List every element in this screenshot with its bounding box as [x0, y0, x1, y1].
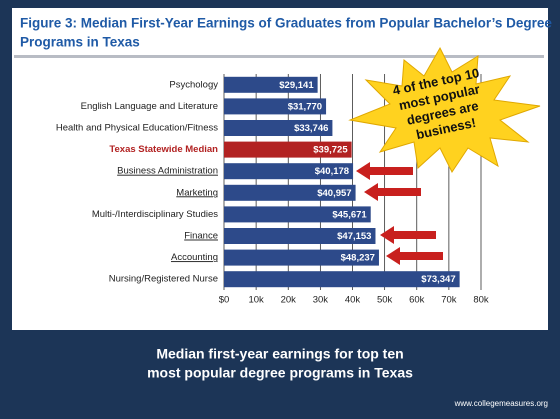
chart-title: Programs in Texas: [20, 35, 140, 50]
plot: $0 10k 20k 30k 40k 50k 60k 70k 80k Psychology $29,…: [56, 74, 489, 306]
category-label: Finance: [184, 231, 218, 242]
starburst: [348, 46, 541, 173]
bar: [224, 163, 354, 180]
caption: most popular degree programs in Texas: [147, 365, 413, 381]
category-label: Health and Physical Education/Fitness: [56, 123, 218, 134]
x-tick-label: 70k: [441, 295, 457, 306]
value-label: $45,671: [332, 209, 367, 220]
x-tick-label: 40k: [345, 295, 361, 306]
category-label: Psychology: [169, 79, 218, 90]
arrows: [356, 162, 443, 265]
category-label: Multi-/Interdisciplinary Studies: [92, 209, 218, 220]
arrow: [356, 162, 413, 180]
bar: [224, 271, 460, 288]
value-label: $29,141: [279, 80, 314, 91]
x-tick-label: 60k: [409, 295, 425, 306]
arrow: [364, 183, 421, 201]
bar: [224, 184, 356, 201]
bar: [224, 120, 333, 136]
x-tick-label: 20k: [281, 295, 297, 306]
x-tick-label: 80k: [473, 295, 489, 306]
arrow: [386, 247, 443, 265]
source: www.collegemeasures.org: [454, 399, 548, 408]
bar: [224, 206, 371, 223]
value-label: $47,153: [337, 231, 371, 242]
bar: [224, 98, 327, 115]
x-tick-label: 50k: [377, 295, 393, 306]
category-label: Marketing: [176, 187, 218, 198]
title-rule: [14, 55, 544, 58]
category-label: Business Administration: [117, 166, 218, 177]
category-label: Nursing/Registered Nurse: [109, 274, 218, 285]
bar: [224, 141, 352, 158]
value-label: $31,770: [288, 101, 322, 112]
value-label: $33,746: [294, 123, 328, 134]
caption: Median first-year earnings for top ten: [156, 346, 403, 362]
value-label: $73,347: [421, 274, 455, 285]
value-label: $40,957: [317, 188, 351, 199]
bar: [224, 228, 376, 244]
chart-title: Figure 3: Median First-Year Earnings of …: [20, 16, 552, 31]
bar: [224, 76, 318, 93]
x-tick-label: $0: [219, 295, 230, 306]
x-tick-label: 10k: [248, 295, 264, 306]
value-label: $39,725: [313, 145, 348, 156]
category-label: Accounting: [171, 252, 218, 263]
category-label: Texas Statewide Median: [109, 144, 218, 155]
value-label: $48,237: [341, 253, 375, 264]
arrow: [380, 226, 436, 244]
x-tick-label: 30k: [313, 295, 329, 306]
value-label: $40,178: [315, 166, 349, 177]
category-label: English Language and Literature: [81, 101, 218, 112]
bar: [224, 249, 379, 266]
